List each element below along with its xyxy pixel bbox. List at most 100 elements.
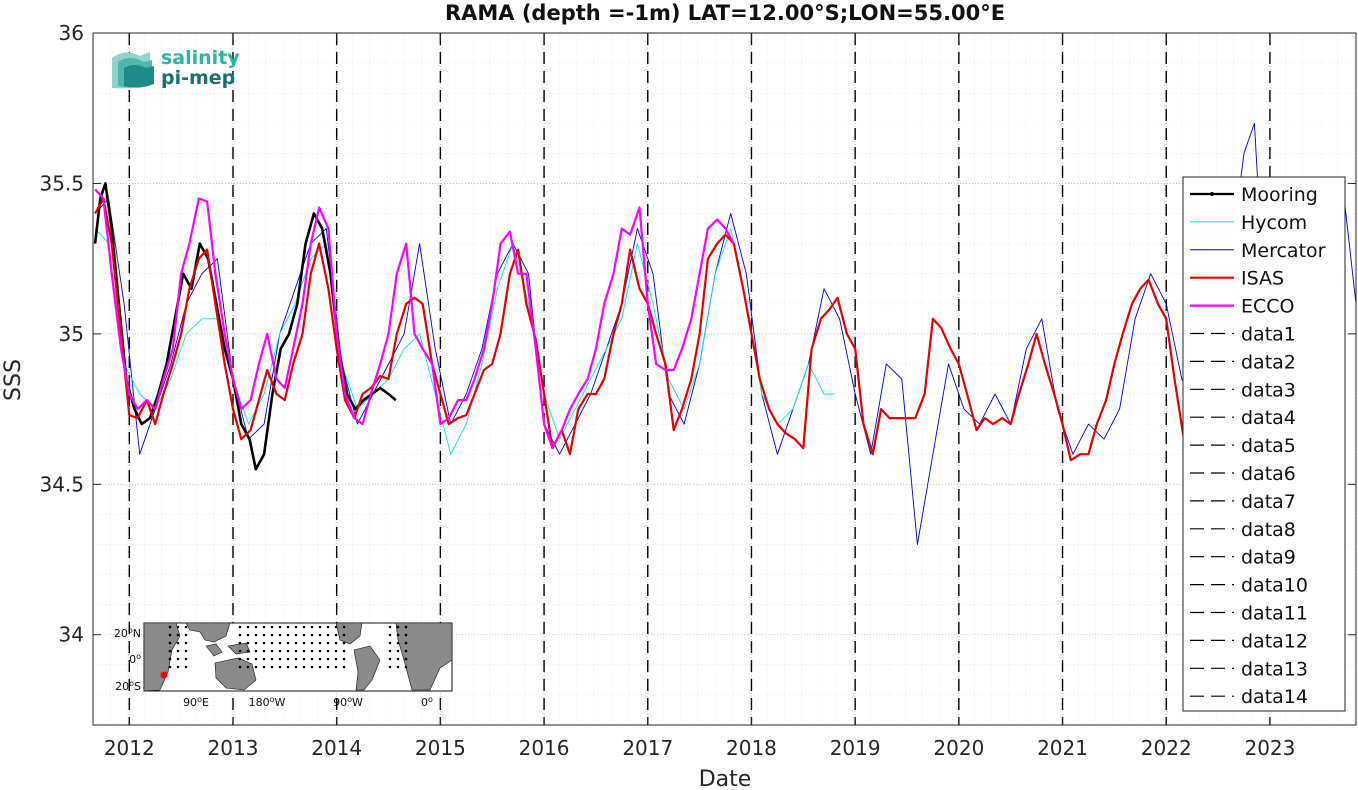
chart-title: RAMA (depth =-1m) LAT=12.00°S;LON=55.00°… (445, 1, 1005, 25)
mooring-dot (246, 657, 250, 661)
mooring-dot (168, 633, 172, 637)
x-tick-label: 2019 (830, 736, 881, 760)
mooring-dot (168, 641, 172, 645)
series-mercator (94, 122, 1357, 545)
mooring-dot (270, 633, 274, 637)
mooring-dot (342, 641, 346, 645)
legend-label-data11: data11 (1241, 603, 1308, 625)
inset-lat-label: 20oS (115, 679, 141, 693)
mooring-dot (310, 665, 314, 669)
mooring-dot (238, 625, 242, 629)
series-ecco (94, 188, 735, 450)
legend-marker-mooring (1210, 192, 1214, 196)
x-tick-label: 2022 (1141, 736, 1192, 760)
mooring-dot (246, 625, 250, 629)
x-tick-label: 2016 (519, 736, 570, 760)
mooring-dot (404, 649, 408, 653)
legend-label-data1: data1 (1241, 324, 1296, 346)
mooring-dot (168, 649, 172, 653)
mooring-dot (278, 625, 282, 629)
inset-lat-label: 0o (129, 652, 141, 666)
mooring-dot (334, 649, 338, 653)
mooring-dot (176, 633, 180, 637)
inset-lon-label: 0o (421, 695, 433, 709)
legend-label-data12: data12 (1241, 630, 1308, 652)
mooring-dot (334, 625, 338, 629)
mooring-dot (246, 641, 250, 645)
mooring-dot (342, 665, 346, 669)
mooring-dot (388, 665, 392, 669)
legend-label-data7: data7 (1241, 491, 1296, 513)
mooring-dot (294, 633, 298, 637)
mooring-dot (278, 633, 282, 637)
mooring-dot (326, 665, 330, 669)
mooring-dot (342, 633, 346, 637)
inset-map: 20oN 0o 20oS 90oE 180oW 90oW 0o (114, 622, 453, 709)
mooring-dot (286, 633, 290, 637)
mooring-dot (254, 641, 258, 645)
mooring-dot (246, 665, 250, 669)
x-tick-label: 2012 (104, 736, 155, 760)
mooring-dot (270, 665, 274, 669)
mooring-dot (278, 657, 282, 661)
y-tick-label: 36 (59, 21, 84, 45)
x-tick-label: 2013 (208, 736, 259, 760)
legend-label-hycom: Hycom (1241, 212, 1307, 234)
logo-wave-icon (112, 52, 154, 89)
mooring-dot (342, 625, 346, 629)
mooring-dot (270, 657, 274, 661)
mooring-dot (184, 641, 188, 645)
mooring-dot (262, 625, 266, 629)
mooring-dot (302, 657, 306, 661)
logo-line1: salinity (161, 47, 240, 69)
mooring-dot (396, 641, 400, 645)
mooring-dot (404, 641, 408, 645)
mooring-dot (396, 649, 400, 653)
mooring-dot (168, 665, 172, 669)
mooring-dot (176, 649, 180, 653)
inset-map-lon-labels: 90oE 180oW 90oW 0o (183, 695, 433, 709)
mooring-dot (404, 657, 408, 661)
inset-map-land (143, 622, 453, 692)
mooring-dot (254, 633, 258, 637)
mooring-dot (318, 625, 322, 629)
mooring-dot (168, 625, 172, 629)
legend-label-data9: data9 (1241, 547, 1296, 569)
y-axis-label: SSS (1, 359, 26, 401)
mooring-dot (270, 649, 274, 653)
mooring-dot (286, 641, 290, 645)
mooring-dot (310, 649, 314, 653)
mooring-dot (238, 649, 242, 653)
mooring-dot (302, 649, 306, 653)
mooring-dot (326, 641, 330, 645)
series-mooring (93, 182, 397, 471)
mooring-dot (184, 633, 188, 637)
mooring-dot (310, 641, 314, 645)
mooring-dot (404, 633, 408, 637)
legend-label-data3: data3 (1241, 379, 1296, 401)
mooring-dot (176, 657, 180, 661)
y-tick-label: 35.5 (39, 171, 84, 195)
mooring-dot (246, 649, 250, 653)
y-tick-label: 34 (59, 623, 84, 647)
x-tick-label: 2023 (1244, 736, 1295, 760)
mooring-dot (396, 657, 400, 661)
mooring-dot (318, 633, 322, 637)
mooring-dot (262, 665, 266, 669)
legend-label-ecco: ECCO (1241, 296, 1295, 318)
mooring-dot (388, 625, 392, 629)
legend-label-mercator: Mercator (1241, 240, 1326, 262)
mooring-dot (184, 625, 188, 629)
legend-label-data8: data8 (1241, 519, 1296, 541)
inset-lon-label: 90oE (183, 695, 209, 709)
x-tick-label: 2015 (415, 736, 466, 760)
mooring-dot (334, 633, 338, 637)
series-layer (93, 122, 1357, 545)
mooring-dot (326, 625, 330, 629)
mooring-dot (184, 649, 188, 653)
logo-line2: pi-mep (161, 67, 235, 89)
mooring-locations (168, 625, 408, 669)
x-axis-label: Date (699, 767, 752, 790)
year-boundary-lines (128, 33, 1271, 725)
mooring-dot (270, 625, 274, 629)
